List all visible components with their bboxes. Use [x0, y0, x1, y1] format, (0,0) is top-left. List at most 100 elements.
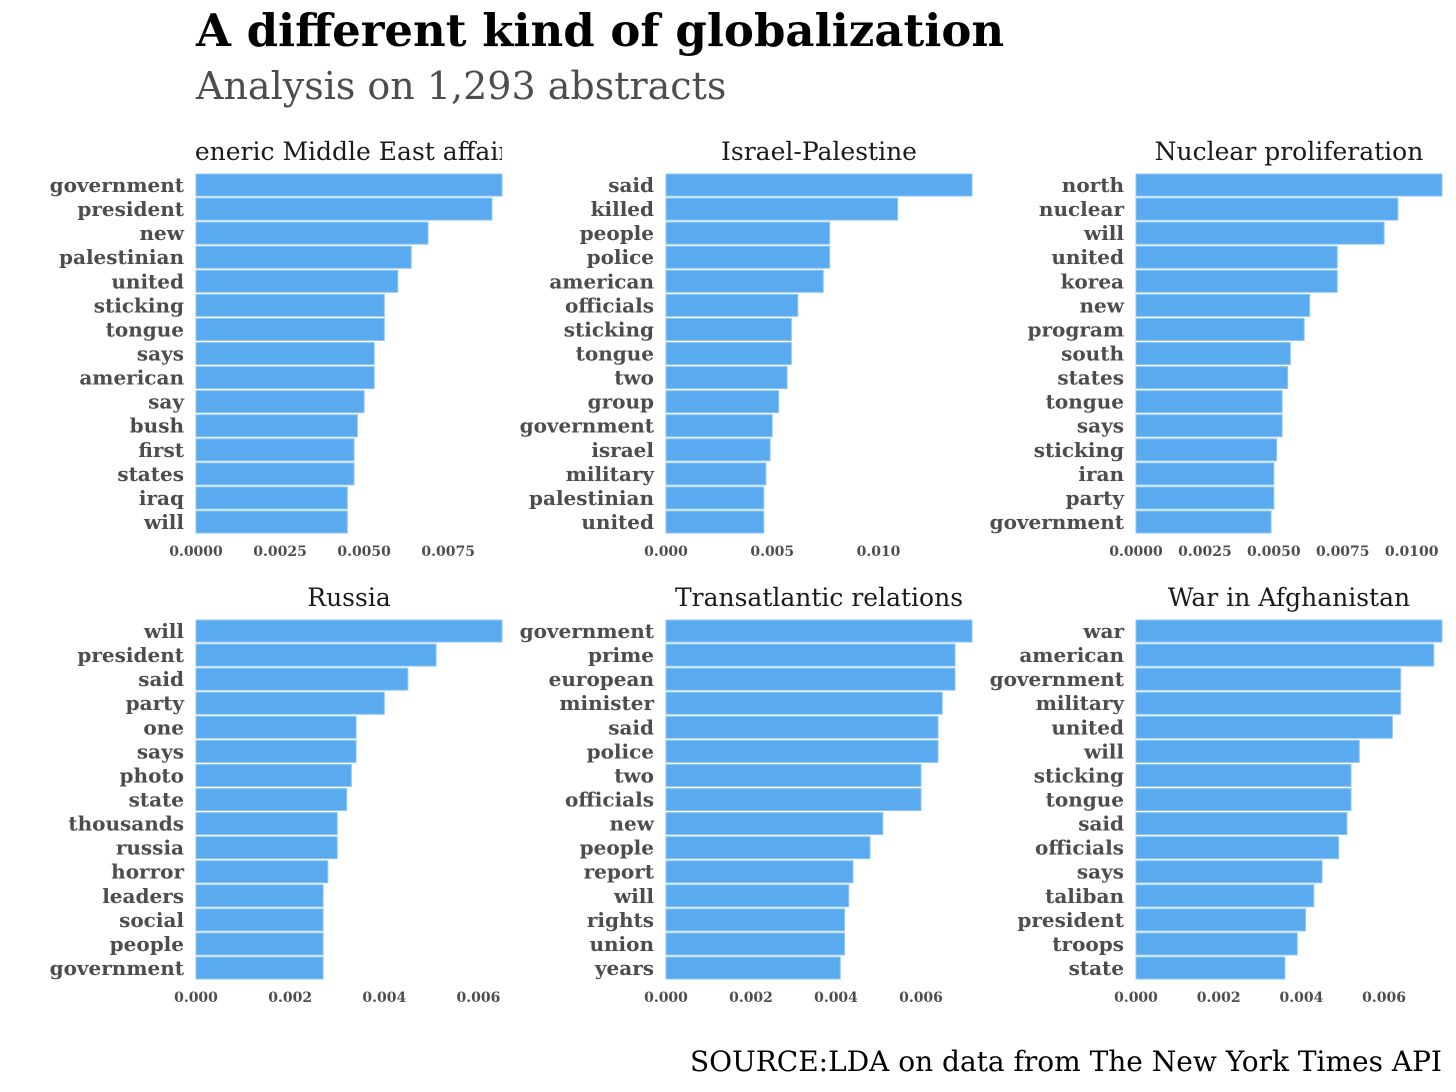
bar-sticking: [665, 317, 792, 341]
bar-american: [195, 366, 375, 390]
category-label: people: [580, 836, 654, 860]
category-label: officials: [1035, 836, 1124, 860]
x-tick-label: 0.006: [899, 990, 943, 1006]
category-label: iraq: [139, 486, 184, 510]
category-label: social: [119, 908, 184, 932]
category-label: say: [148, 390, 185, 414]
bar-said: [665, 173, 973, 197]
panel-title: Russia: [307, 583, 391, 612]
bar-years: [665, 956, 841, 980]
category-label: sticking: [1034, 438, 1124, 462]
panel-title: Transatlantic relations: [675, 583, 963, 612]
category-label: will: [143, 510, 184, 534]
source-note: SOURCE:LDA on data from The New York Tim…: [689, 1045, 1442, 1078]
category-label: photo: [120, 763, 184, 787]
bar-police: [665, 739, 939, 763]
bar-people: [665, 836, 871, 860]
bar-president: [195, 643, 437, 667]
category-label: european: [549, 667, 655, 691]
category-label: will: [1083, 221, 1124, 245]
bar-american: [1135, 643, 1435, 667]
bar-two: [665, 763, 922, 787]
bar-say: [195, 390, 365, 414]
category-label: years: [594, 956, 654, 980]
x-tick-label: 0.002: [1197, 990, 1241, 1006]
x-tick-label: 0.0075: [421, 544, 475, 560]
category-label: new: [1080, 293, 1125, 317]
bar-sticking: [1135, 438, 1278, 462]
bar-prime: [665, 643, 956, 667]
x-tick-label: 0.002: [729, 990, 773, 1006]
category-label: troops: [1052, 932, 1124, 956]
category-label: war: [1082, 619, 1124, 643]
panel-war-in-afghanistan: War in Afghanistan waramericangovernmentm…: [990, 583, 1443, 1006]
bar-killed: [665, 197, 899, 221]
category-label: american: [79, 366, 184, 390]
bar-says: [195, 739, 357, 763]
bar-troops: [1135, 932, 1298, 956]
x-tick-label: 0.0075: [1316, 544, 1370, 560]
x-tick-label: 0.000: [644, 544, 688, 560]
bar-united: [195, 269, 399, 293]
panel-title: Israel-Palestine: [721, 137, 917, 166]
category-label: states: [1057, 366, 1124, 390]
category-label: says: [1077, 414, 1124, 438]
category-label: tongue: [106, 317, 184, 341]
x-tick-label: 0.000: [174, 990, 218, 1006]
bar-palestinian: [195, 245, 412, 269]
panel-generic-middle-east-affairs: Generic Middle East affairs governmentpre…: [50, 137, 503, 560]
bar-tongue: [1135, 390, 1283, 414]
bar-new: [1135, 293, 1311, 317]
bar-rights: [665, 908, 845, 932]
bar-officials: [1135, 836, 1340, 860]
category-label: taliban: [1045, 884, 1124, 908]
category-label: one: [143, 715, 184, 739]
bar-says: [1135, 414, 1283, 438]
category-label: united: [1051, 715, 1124, 739]
category-label: first: [138, 438, 184, 462]
x-tick-label: 0.0050: [337, 544, 391, 560]
category-label: government: [520, 414, 655, 438]
category-label: two: [614, 366, 654, 390]
category-label: russia: [116, 836, 184, 860]
panel-title: Nuclear proliferation: [1155, 137, 1424, 166]
x-tick-label: 0.004: [1279, 990, 1323, 1006]
bar-will: [665, 884, 850, 908]
bar-united: [665, 510, 765, 534]
panel-transatlantic-relations: Transatlantic relations governmentprimeeu…: [520, 583, 973, 1006]
category-label: united: [1051, 245, 1124, 269]
bar-party: [195, 691, 385, 715]
bar-photo: [195, 763, 352, 787]
x-tick-label: 0.005: [750, 544, 794, 560]
bar-will: [1135, 739, 1360, 763]
x-tick-label: 0.0000: [1109, 544, 1163, 560]
bar-union: [665, 932, 845, 956]
bar-horror: [195, 860, 329, 884]
bar-states: [195, 462, 355, 486]
bar-north: [1135, 173, 1443, 197]
category-label: said: [608, 173, 654, 197]
x-tick-label: 0.006: [457, 990, 501, 1006]
bar-israel: [665, 438, 771, 462]
bar-new: [195, 221, 429, 245]
category-label: officials: [565, 788, 654, 812]
category-label: thousands: [68, 812, 184, 836]
category-label: will: [143, 619, 184, 643]
category-label: said: [1078, 812, 1124, 836]
category-label: government: [520, 619, 655, 643]
category-label: military: [566, 462, 656, 486]
category-label: police: [587, 739, 654, 763]
bar-european: [665, 667, 956, 691]
bar-american: [665, 269, 824, 293]
bar-one: [195, 715, 357, 739]
category-label: states: [117, 462, 184, 486]
bar-police: [665, 245, 831, 269]
category-label: government: [990, 667, 1125, 691]
category-label: bush: [130, 414, 185, 438]
category-label: president: [1017, 908, 1124, 932]
category-label: says: [1077, 860, 1124, 884]
bar-bush: [195, 414, 358, 438]
category-label: leaders: [102, 884, 184, 908]
category-label: military: [1036, 691, 1126, 715]
bar-president: [195, 197, 493, 221]
